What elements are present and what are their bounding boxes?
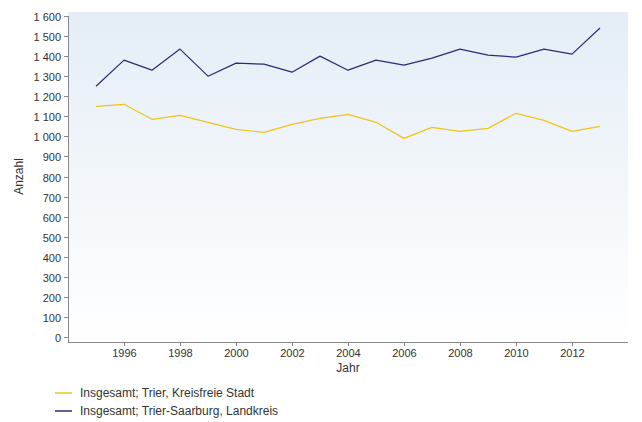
y-tick-label: 300 [43,272,61,284]
x-tick-label: 2006 [392,347,416,359]
y-tick [64,237,68,238]
y-tick [64,197,68,198]
y-tick [64,156,68,157]
y-tick [64,297,68,298]
y-tick-label: 1 500 [33,31,61,43]
x-tick [180,342,181,346]
x-tick [516,342,517,346]
series-group [96,28,600,138]
x-tick [572,342,573,346]
y-tick [64,177,68,178]
legend-swatch [55,392,72,394]
y-tick [64,16,68,17]
y-tick [64,217,68,218]
y-tick-label: 1 300 [33,71,61,83]
y-tick-label: 1 400 [33,51,61,63]
x-tick [404,342,405,346]
plot-background [68,12,628,342]
y-tick [64,277,68,278]
chart: 0 100 200 300 400 500 600 700 800 900 1 000 1 100 1 … [0,0,642,422]
y-tick-label: 400 [43,252,61,264]
y-tick-label: 1 200 [33,91,61,103]
y-tick [64,76,68,77]
x-tick [236,342,237,346]
y-tick-label: 900 [43,151,61,163]
y-tick [64,96,68,97]
y-tick [64,36,68,37]
x-tick [292,342,293,346]
y-tick [64,56,68,57]
x-tick-label: 1996 [112,347,136,359]
series-line [96,28,600,86]
x-tick-label: 2008 [448,347,472,359]
x-tick [124,342,125,346]
x-tick-label: 2002 [280,347,304,359]
y-tick-label: 1 600 [33,11,61,23]
y-tick-label: 1 000 [33,131,61,143]
x-tick-label: 2000 [224,347,248,359]
x-tick [348,342,349,346]
y-axis [68,16,69,342]
x-tick-label: 1998 [168,347,192,359]
y-tick-label: 100 [43,312,61,324]
y-tick-label: 500 [43,232,61,244]
y-tick-label: 600 [43,212,61,224]
legend-swatch [55,410,72,412]
y-tick-label: 0 [55,332,61,344]
legend-label: Insgesamt; Trier, Kreisfreie Stadt [80,386,255,400]
legend-label: Insgesamt; Trier-Saarburg, Landkreis [80,404,278,418]
x-tick-label: 2010 [504,347,528,359]
y-tick [64,116,68,117]
series-line [96,104,600,138]
y-tick [64,257,68,258]
chart-root: 0 100 200 300 400 500 600 700 800 900 1 000 1 100 1 … [0,0,642,422]
x-tick-label: 2004 [336,347,360,359]
y-tick [64,317,68,318]
y-tick [64,136,68,137]
y-tick [64,337,68,338]
y-axis-label: Anzahl [12,158,26,195]
y-tick-label: 200 [43,292,61,304]
x-tick-label: 2012 [560,347,584,359]
y-tick-label: 800 [43,172,61,184]
y-tick-label: 1 100 [33,111,61,123]
x-axis-label: Jahr [336,361,359,375]
y-tick-label: 700 [43,192,61,204]
x-tick [460,342,461,346]
